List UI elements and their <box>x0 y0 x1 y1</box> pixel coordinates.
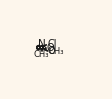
Text: Cl: Cl <box>48 39 57 49</box>
Text: O: O <box>47 43 54 53</box>
Text: N: N <box>38 39 45 49</box>
Text: CH₃: CH₃ <box>34 50 49 59</box>
Text: CH₃: CH₃ <box>49 47 64 56</box>
Text: O: O <box>47 46 55 56</box>
